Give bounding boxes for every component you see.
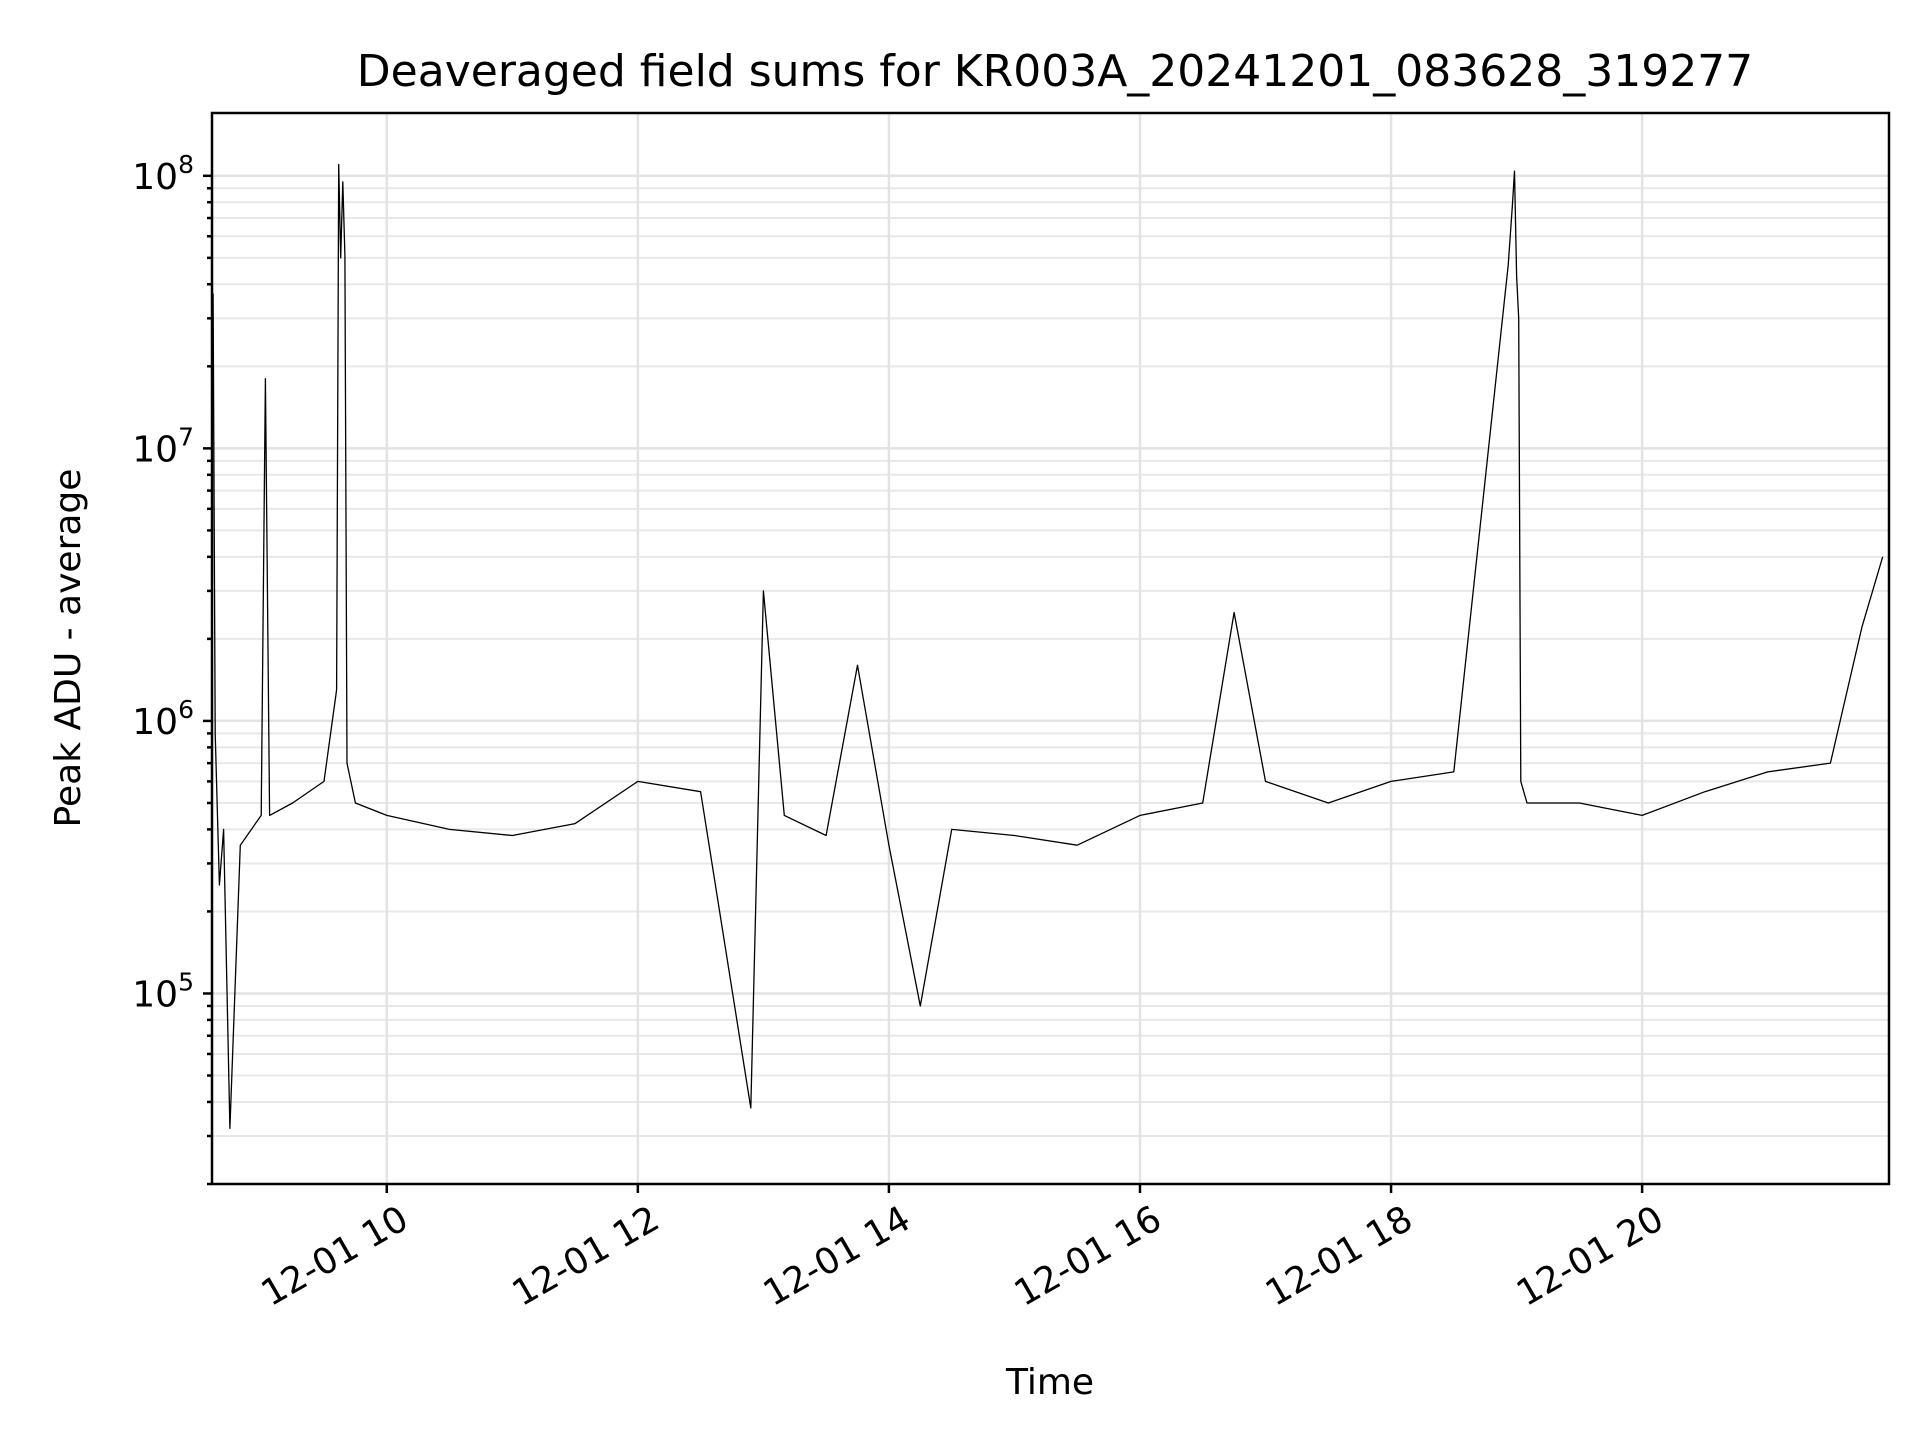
y-tick-label: 108 [132, 150, 194, 198]
y-tick-label: 106 [132, 695, 194, 743]
grid [212, 113, 1889, 1185]
x-tick-label: 12-01 18 [1259, 1198, 1420, 1314]
plot-frame [210, 111, 1891, 1186]
x-tick-label: 12-01 16 [1008, 1198, 1169, 1314]
chart-title: Deaveraged field sums for KR003A_2024120… [357, 46, 1753, 97]
y-axis-label: Peak ADU - average [48, 469, 89, 828]
x-axis: 12-01 10 12-01 12 12-01 14 12-01 16 12-01 18… [255, 1184, 1671, 1315]
y-tick-label: 105 [132, 967, 194, 1015]
series-line [212, 163, 1884, 1130]
x-tick-label: 12-01 10 [255, 1198, 416, 1314]
x-tick-label: 12-01 14 [757, 1198, 918, 1314]
y-axis: 105 106 107 108 [132, 150, 212, 1186]
y-tick-label: 107 [132, 422, 194, 470]
x-tick-label: 12-01 20 [1510, 1198, 1671, 1314]
x-tick-label: 12-01 12 [506, 1198, 667, 1314]
x-axis-label: Time [1005, 1362, 1094, 1403]
